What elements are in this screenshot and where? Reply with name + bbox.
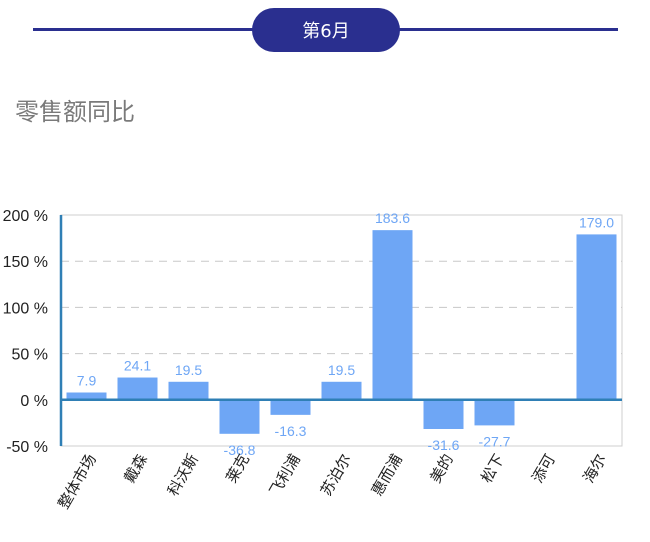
header-line-left (33, 28, 255, 31)
section-title: 零售额同比 (15, 98, 135, 126)
category-label: 松下 (477, 451, 508, 486)
bar (117, 377, 158, 400)
data-label: -31.6 (428, 437, 460, 453)
data-label: 19.5 (175, 362, 202, 378)
category-label: 苏泊尔 (317, 451, 355, 499)
data-label: 179.0 (579, 214, 614, 230)
month-tab[interactable]: 第6月 (252, 8, 400, 52)
data-label: 19.5 (328, 362, 355, 378)
data-label: -36.8 (224, 442, 256, 458)
data-label: -27.7 (479, 433, 511, 449)
bar (270, 399, 311, 415)
bar (219, 399, 260, 434)
category-label: 飞利浦 (266, 451, 304, 499)
bar (372, 230, 413, 400)
category-label: 戴森 (120, 451, 151, 486)
data-label: 7.9 (77, 373, 97, 389)
bar (321, 381, 362, 400)
data-label: 183.6 (375, 210, 410, 226)
category-label: 美的 (426, 451, 457, 486)
category-label: 整体市场 (54, 451, 100, 512)
category-label: 惠而浦 (368, 451, 406, 499)
category-label: 科沃斯 (164, 451, 202, 499)
y-tick-label: 150 % (3, 254, 48, 271)
bar (474, 399, 515, 426)
bar (576, 234, 617, 400)
bar (423, 399, 464, 429)
category-label: 海尔 (579, 451, 610, 486)
plot-frame (60, 214, 623, 447)
category-label: 添可 (528, 451, 559, 486)
bar (66, 392, 107, 400)
y-tick-label: -50 % (6, 439, 48, 456)
data-label: 24.1 (124, 358, 151, 374)
y-tick-label: 0 % (20, 393, 48, 410)
y-tick-label: 200 % (3, 208, 48, 225)
y-tick-label: 100 % (3, 300, 48, 317)
bar (168, 381, 209, 400)
data-label: -16.3 (275, 423, 307, 439)
header-line-right (398, 28, 618, 31)
y-tick-label: 50 % (12, 347, 48, 364)
